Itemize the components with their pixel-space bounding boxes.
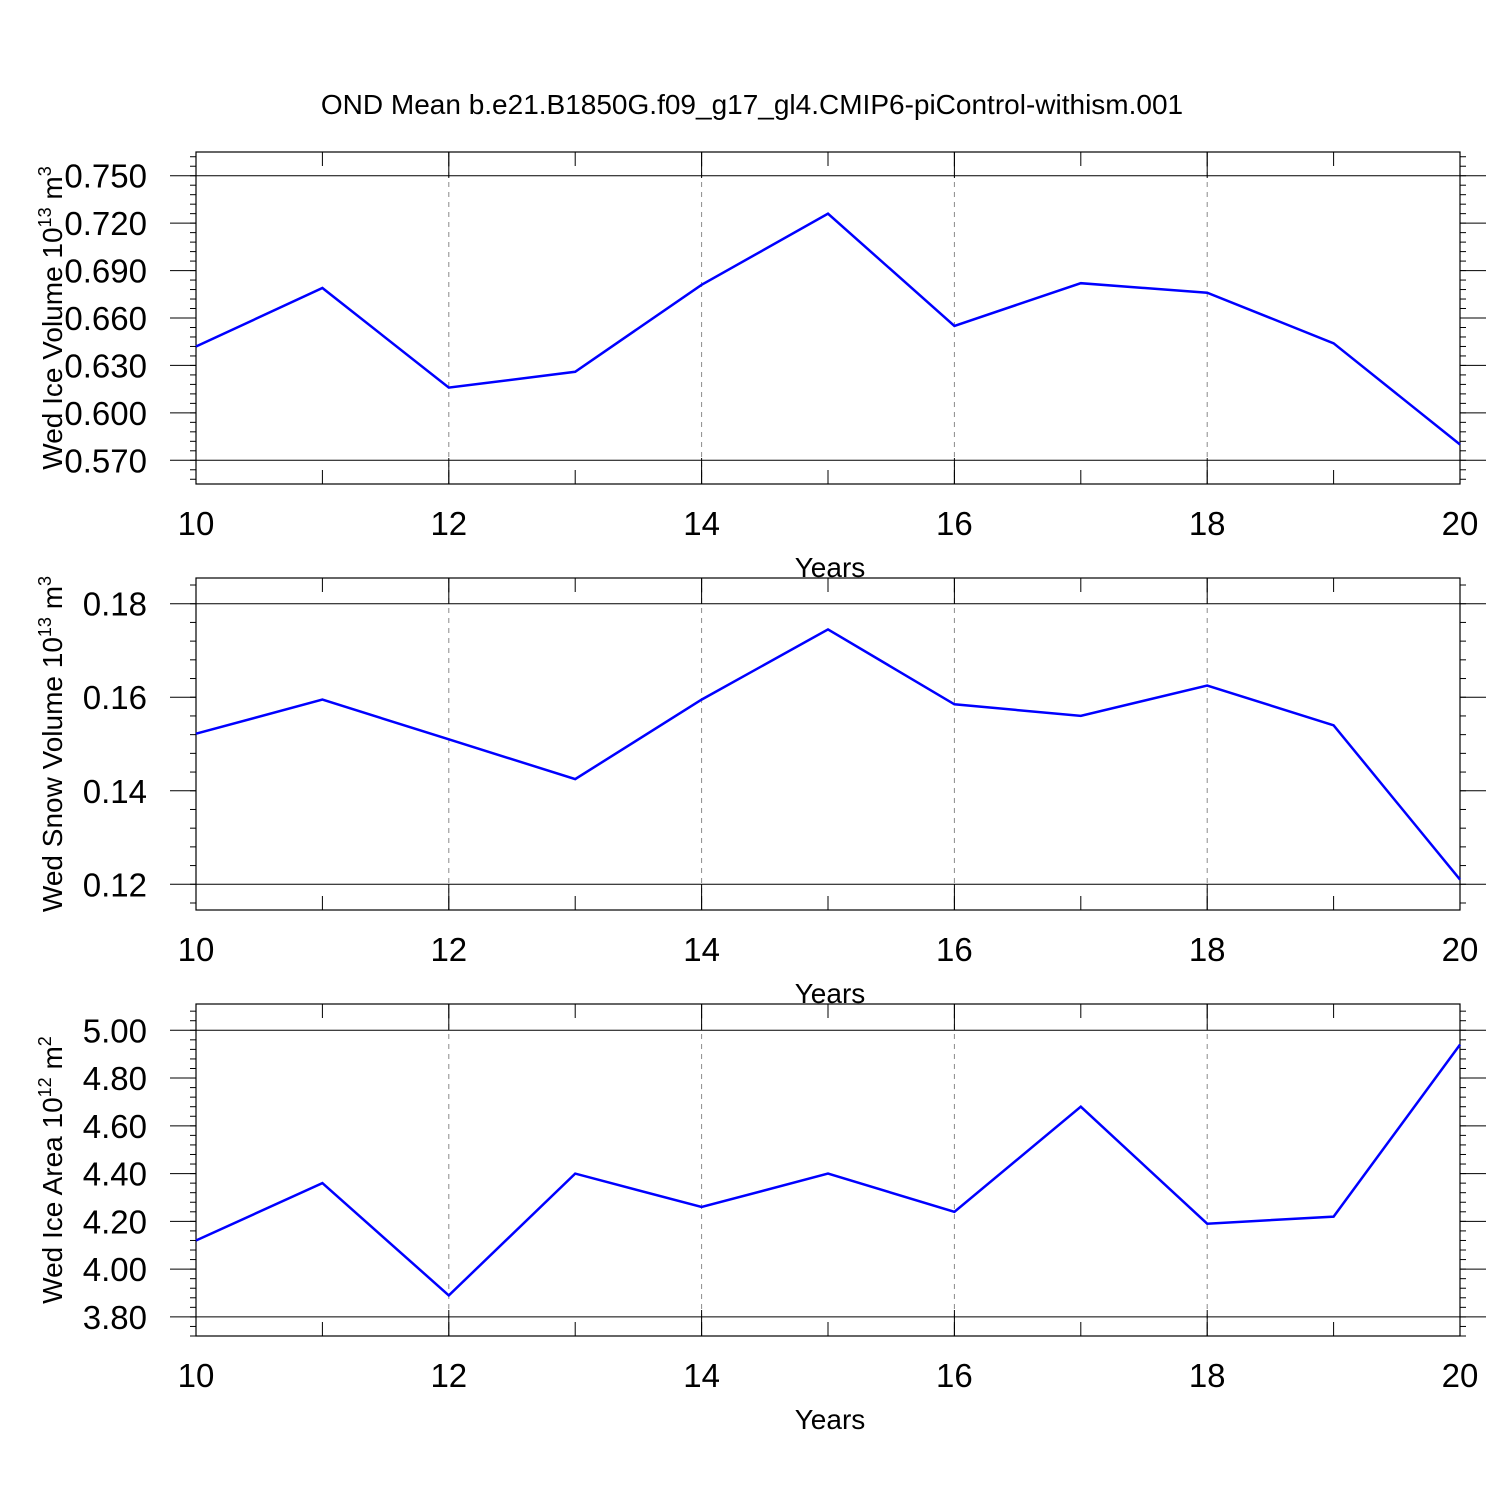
data-point <box>320 286 324 290</box>
data-point <box>1079 1105 1083 1109</box>
x-tick-label: 10 <box>178 931 215 968</box>
data-point <box>952 1210 956 1214</box>
chart-panel-3: 3.80 4.00 4.20 4.40 4.60 4.80 5.00 10 12 14 16 18 20… <box>35 1003 1486 1435</box>
series-line <box>195 627 1461 881</box>
y-tick-label: 0.570 <box>64 442 147 479</box>
x-tick-label: 20 <box>1442 505 1479 542</box>
x-tick-label: 10 <box>178 505 215 542</box>
data-point <box>1332 1215 1336 1219</box>
data-point <box>320 1181 324 1185</box>
y-axis-label: Wed Ice Area 1012 m2 <box>35 1036 68 1304</box>
data-point <box>1079 281 1083 285</box>
y-tick-label: 4.60 <box>83 1108 147 1145</box>
data-point <box>700 698 704 702</box>
x-tick-label: 12 <box>430 931 467 968</box>
x-tick-label: 10 <box>178 1357 215 1394</box>
y-tick-label: 0.690 <box>64 253 147 290</box>
y-tick-label: 0.600 <box>64 395 147 432</box>
data-point <box>194 344 198 348</box>
y-axis-label: Wed Snow Volume 1013 m3 <box>35 576 68 912</box>
plot-frame <box>195 151 1461 485</box>
x-tick-label: 18 <box>1189 505 1226 542</box>
data-point <box>1205 684 1209 688</box>
y-tick-label: 0.12 <box>83 866 147 903</box>
series-line <box>195 212 1461 446</box>
data-point <box>826 1172 830 1176</box>
y-tick-label: 4.00 <box>83 1251 147 1288</box>
data-point <box>952 324 956 328</box>
data-point <box>573 370 577 374</box>
y-tick-label: 0.660 <box>64 300 147 337</box>
x-tick-label: 20 <box>1442 931 1479 968</box>
x-tick-label: 20 <box>1442 1357 1479 1394</box>
data-point <box>700 1205 704 1209</box>
x-tick-label: 14 <box>683 931 720 968</box>
chart-panel-1: 0.570 0.600 0.630 0.660 0.690 0.720 0.750 10 12 1… <box>35 151 1486 583</box>
data-point <box>194 1238 198 1242</box>
y-tick-label: 4.40 <box>83 1156 147 1193</box>
data-point <box>826 212 830 216</box>
panels: 0.570 0.600 0.630 0.660 0.690 0.720 0.750 10 12 1… <box>35 151 1486 1435</box>
x-tick-label: 14 <box>683 505 720 542</box>
data-point <box>1079 714 1083 718</box>
series-line <box>195 1043 1462 1298</box>
y-tick-label: 4.20 <box>83 1203 147 1240</box>
y-tick-label: 3.80 <box>83 1299 147 1336</box>
x-tick-label: 16 <box>936 1357 973 1394</box>
x-tick-label: 16 <box>936 931 973 968</box>
x-tick-label: 18 <box>1189 1357 1226 1394</box>
y-axis-label: Wed Ice Volume 1013 m3 <box>35 166 68 469</box>
data-point <box>952 702 956 706</box>
x-tick-label: 12 <box>430 505 467 542</box>
plot-frame <box>195 577 1461 911</box>
y-tick-label: 0.14 <box>83 773 147 810</box>
data-point <box>1332 723 1336 727</box>
data-point <box>700 283 704 287</box>
data-point <box>1458 442 1462 446</box>
data-point <box>826 627 830 631</box>
x-axis-label: Years <box>795 1404 866 1435</box>
data-point <box>447 386 451 390</box>
chart-title: OND Mean b.e21.B1850G.f09_g17_gl4.CMIP6-… <box>321 89 1183 120</box>
x-tick-label: 12 <box>430 1357 467 1394</box>
y-tick-label: 0.16 <box>83 679 147 716</box>
data-point <box>1205 291 1209 295</box>
data-point <box>573 1172 577 1176</box>
plot-frame <box>195 1003 1461 1337</box>
data-point <box>1205 1222 1209 1226</box>
x-tick-label: 18 <box>1189 931 1226 968</box>
y-tick-label: 0.18 <box>83 586 147 623</box>
y-tick-label: 0.750 <box>64 158 147 195</box>
y-tick-label: 5.00 <box>83 1012 147 1049</box>
data-point <box>1458 878 1462 882</box>
data-point <box>447 737 451 741</box>
y-tick-label: 4.80 <box>83 1060 147 1097</box>
data-point <box>573 777 577 781</box>
data-point <box>320 698 324 702</box>
data-point <box>1332 341 1336 345</box>
y-tick-label: 0.630 <box>64 347 147 384</box>
y-tick-label: 0.720 <box>64 205 147 242</box>
data-point <box>1458 1043 1462 1047</box>
x-tick-label: 14 <box>683 1357 720 1394</box>
x-tick-label: 16 <box>936 505 973 542</box>
data-point <box>194 732 198 736</box>
data-point <box>447 1293 451 1297</box>
